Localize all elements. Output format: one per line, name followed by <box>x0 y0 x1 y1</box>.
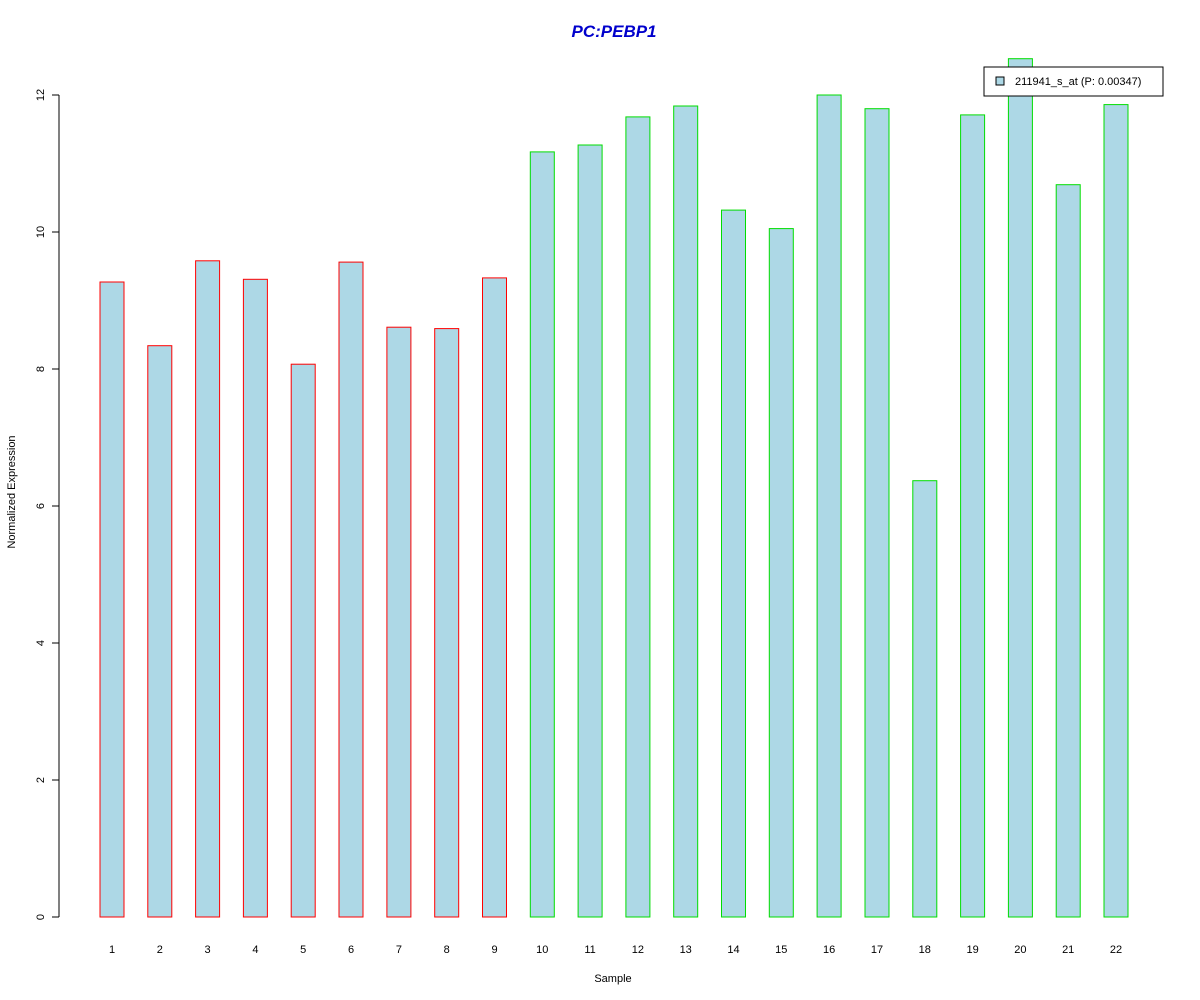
x-axis-label: Sample <box>594 973 631 985</box>
x-tick-label: 10 <box>536 944 548 956</box>
y-axis-label: Normalized Expression <box>6 435 18 548</box>
bar <box>1007 58 1033 918</box>
y-tick-label: 4 <box>35 640 47 646</box>
bar <box>338 261 364 918</box>
y-tick-label: 6 <box>35 503 47 509</box>
chart-title: PC:PEBP1 <box>571 22 656 41</box>
bar <box>577 144 603 918</box>
bar <box>1055 184 1081 918</box>
x-tick-label: 15 <box>775 944 787 956</box>
bar <box>864 108 890 918</box>
x-tick-label: 9 <box>491 944 497 956</box>
bar <box>290 363 316 918</box>
bar <box>242 278 268 918</box>
bar <box>99 281 125 918</box>
x-tick-label: 2 <box>157 944 163 956</box>
x-tick-label: 14 <box>727 944 739 956</box>
y-tick-label: 2 <box>35 777 47 783</box>
bar <box>816 94 842 918</box>
bar <box>673 105 699 918</box>
x-tick-label: 11 <box>584 944 595 956</box>
x-tick-label: 22 <box>1110 944 1122 956</box>
bar <box>195 260 221 918</box>
bar <box>721 209 746 918</box>
y-tick-label: 8 <box>35 366 47 372</box>
bar <box>529 151 555 918</box>
bar <box>147 345 173 918</box>
x-tick-label: 17 <box>871 944 883 956</box>
bar <box>434 328 460 918</box>
x-tick-label: 20 <box>1014 944 1026 956</box>
legend-entry-label: 211941_s_at (P: 0.00347) <box>1015 76 1141 88</box>
x-tick-label: 13 <box>680 944 692 956</box>
y-axis: 0 2 4 6 8 10 12 <box>35 89 60 920</box>
y-tick-label: 10 <box>35 226 47 238</box>
bar <box>1103 104 1129 918</box>
x-tick-label: 1 <box>109 944 115 956</box>
bar <box>912 480 938 918</box>
x-tick-label: 18 <box>919 944 931 956</box>
x-tick-label: 21 <box>1062 944 1074 956</box>
x-tick-label: 7 <box>396 944 402 956</box>
legend: 211941_s_at (P: 0.00347) <box>983 66 1164 97</box>
x-tick-label: 16 <box>823 944 835 956</box>
x-tick-label: 8 <box>444 944 450 956</box>
x-tick-label: 12 <box>632 944 644 956</box>
x-tick-label: 4 <box>252 944 258 956</box>
bar <box>386 326 412 918</box>
y-tick-label: 0 <box>35 914 47 920</box>
y-tick-label: 12 <box>35 89 47 101</box>
legend-box <box>983 66 1164 97</box>
x-tick-label: 6 <box>348 944 354 956</box>
x-tick-label: 19 <box>966 944 978 956</box>
x-tick-label: 3 <box>205 944 211 956</box>
x-tick-labels: 1 2 3 4 5 6 7 8 9 10 11 12 13 14 15 16 17 18 19 20 21 22 <box>109 944 1122 956</box>
bar <box>482 277 507 918</box>
bar <box>625 116 651 918</box>
bars-group <box>99 58 1129 918</box>
x-tick-label: 5 <box>300 944 306 956</box>
legend-swatch <box>995 76 1005 86</box>
bar <box>768 228 794 918</box>
bar <box>960 114 986 918</box>
